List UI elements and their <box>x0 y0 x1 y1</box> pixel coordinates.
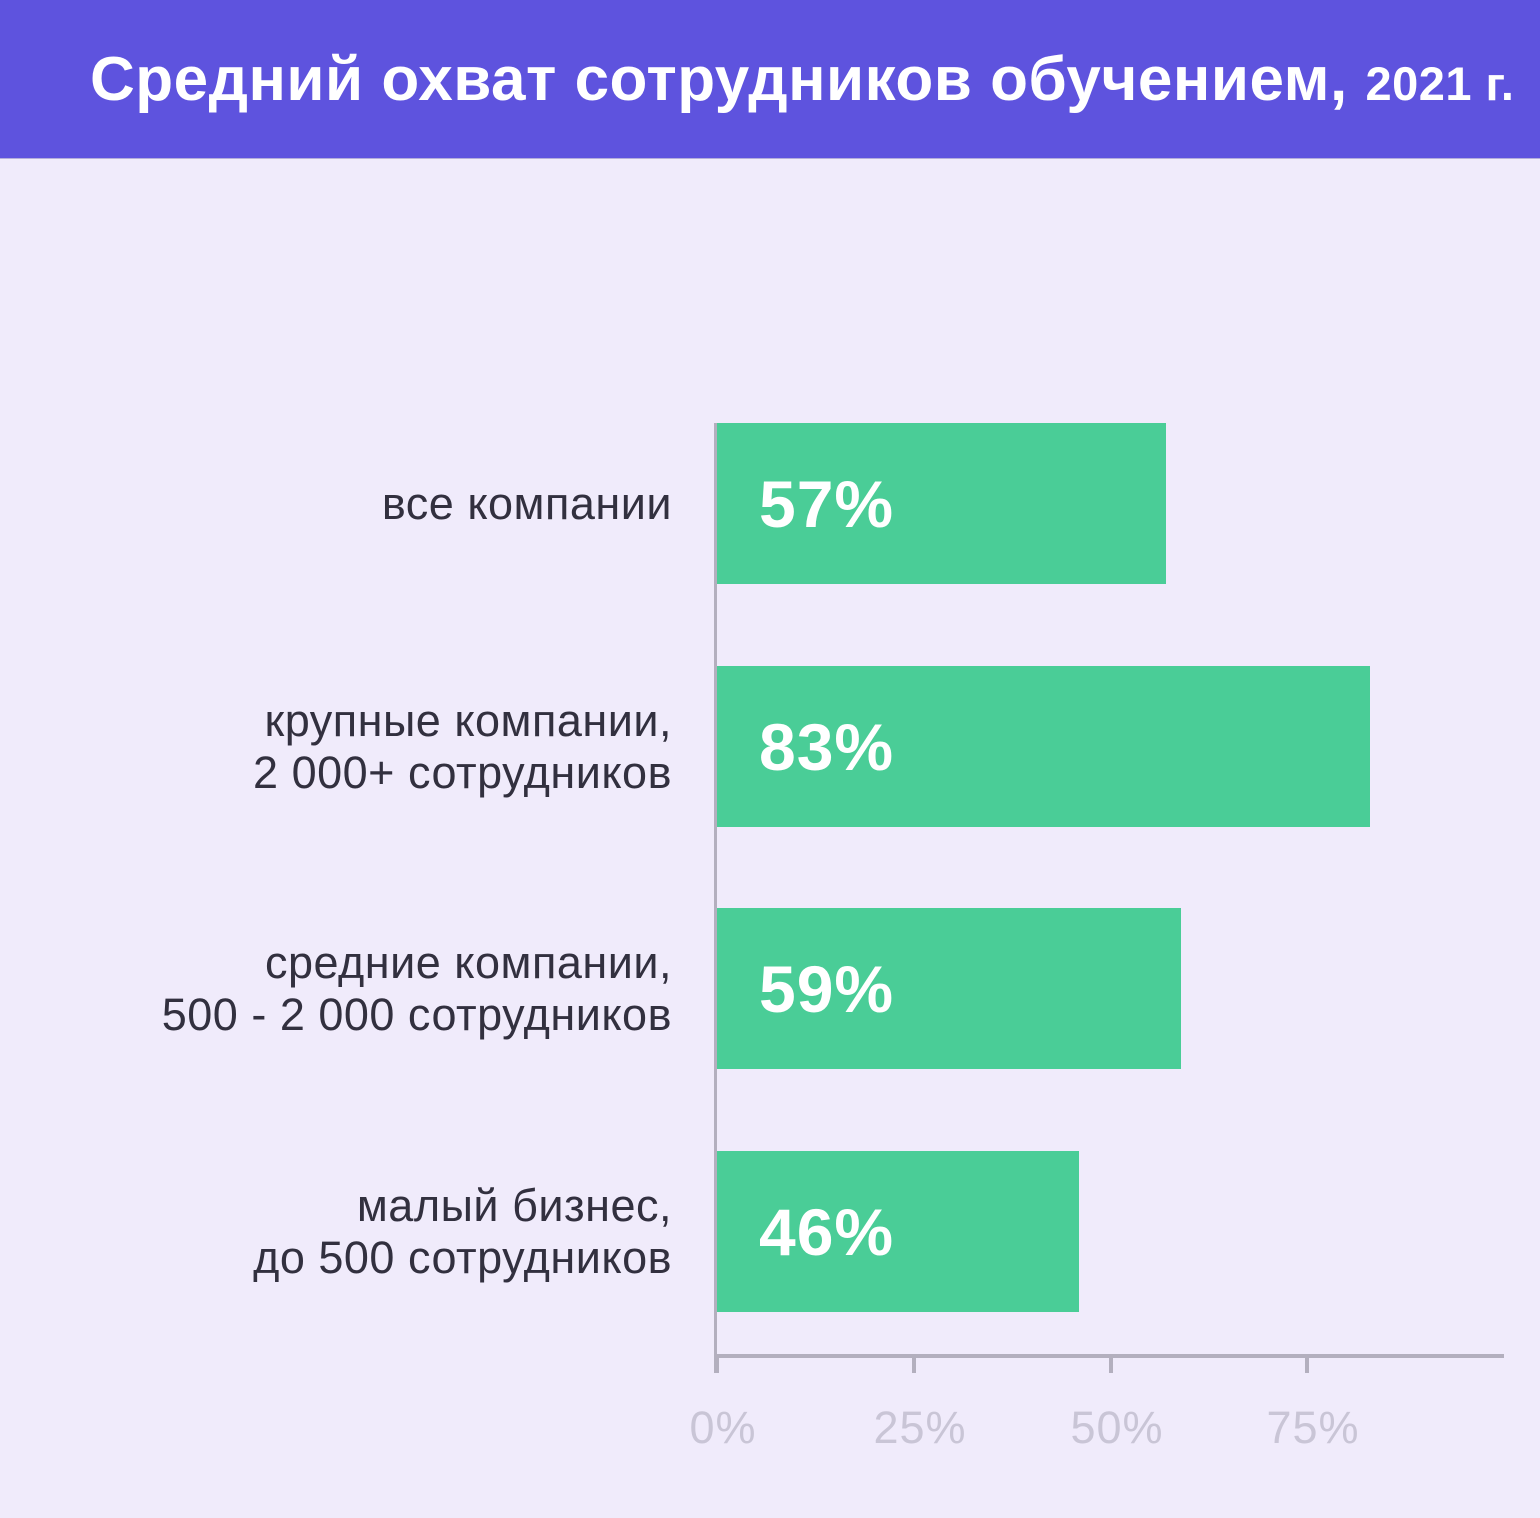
bar-value-label: 83% <box>759 709 895 784</box>
chart-title-main: Средний охват сотрудников обучением, <box>90 44 1348 114</box>
category-label: малый бизнес, до 500 сотрудников <box>253 1180 672 1283</box>
x-axis-tick <box>1305 1354 1309 1373</box>
bar-row: все компании 57% <box>0 423 1540 584</box>
x-axis-tick-label: 0% <box>689 1402 757 1453</box>
category-label: все компании <box>381 477 672 529</box>
bar: 83% <box>717 666 1370 827</box>
chart-title: Средний охват сотрудников обучением, 202… <box>90 44 1514 115</box>
bar-row: средние компании, 500 - 2 000 сотрудников… <box>0 908 1540 1069</box>
chart-header: Средний охват сотрудников обучением, 202… <box>0 0 1540 158</box>
y-axis-line <box>714 423 717 1373</box>
bar: 59% <box>717 908 1181 1069</box>
bar: 57% <box>717 423 1166 584</box>
x-axis-tick-label: 50% <box>1070 1402 1164 1453</box>
x-axis-tick <box>1109 1354 1113 1373</box>
category-label: крупные компании, 2 000+ сотрудников <box>253 695 672 798</box>
chart-title-year: 2021 г. <box>1365 56 1515 110</box>
bar-row: малый бизнес, до 500 сотрудников 46% <box>0 1151 1540 1312</box>
bar: 46% <box>717 1151 1079 1312</box>
x-axis-tick <box>912 1354 916 1373</box>
bar-row: крупные компании, 2 000+ сотрудников 83% <box>0 666 1540 827</box>
category-label: средние компании, 500 - 2 000 сотрудников <box>161 937 672 1040</box>
bar-value-label: 57% <box>759 466 895 541</box>
bar-value-label: 46% <box>759 1194 895 1269</box>
x-axis-tick <box>715 1354 719 1373</box>
bar-value-label: 59% <box>759 951 895 1026</box>
x-axis-tick-label: 25% <box>873 1402 967 1453</box>
x-axis-tick-label: 75% <box>1266 1402 1360 1453</box>
